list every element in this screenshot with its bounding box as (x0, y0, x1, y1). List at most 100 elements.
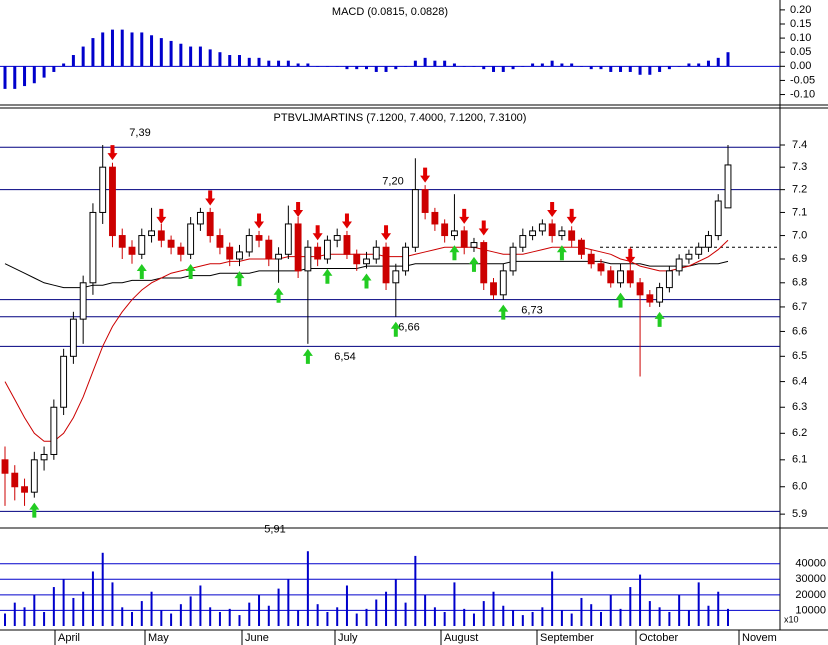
macd-bar (286, 60, 290, 67)
y-tick-label: 6.4 (792, 375, 807, 387)
buy-arrow (273, 287, 284, 303)
sell-arrow (156, 208, 167, 224)
buy-arrow (302, 348, 313, 364)
candle-body (148, 230, 155, 237)
macd-bar (687, 63, 691, 67)
candle-body (607, 270, 615, 284)
candle-body (167, 239, 175, 248)
volume-bar (287, 579, 290, 626)
y-tick-label: 10000 (795, 604, 826, 616)
volume-bar (62, 579, 65, 626)
volume-bar (385, 591, 388, 626)
macd-bar (501, 66, 505, 72)
level-label: 6,66 (398, 322, 419, 334)
x-tick-label: Novem (742, 632, 777, 644)
y-tick-label: 7.3 (792, 161, 807, 173)
macd-bar (198, 46, 202, 67)
volume-bar (697, 582, 700, 626)
macd-bar (296, 63, 300, 67)
sell-arrow (293, 201, 304, 217)
macd-bar (91, 38, 95, 67)
candle-body (187, 223, 195, 255)
macd-bar (638, 66, 642, 75)
y-tick-label: 20000 (795, 589, 826, 601)
candle-body (695, 246, 703, 255)
x-tick-label: September (540, 632, 594, 644)
volume-bar (541, 607, 544, 626)
y-tick-label: 6.0 (792, 481, 807, 493)
candle-body (646, 294, 654, 303)
volume-bar (316, 604, 319, 626)
volume-bar (345, 585, 348, 626)
macd-bar (277, 60, 281, 67)
volume-bar (209, 607, 212, 626)
sell-arrow (420, 167, 431, 183)
sell-arrow (547, 201, 558, 217)
candle-body (284, 223, 292, 255)
macd-bar (247, 57, 251, 67)
macd-bar (706, 60, 710, 67)
volume-bar (248, 602, 251, 626)
macd-bar (716, 57, 720, 67)
y-tick-label: 7.4 (792, 139, 807, 151)
macd-bar (110, 29, 114, 67)
level-label: 5,91 (264, 523, 285, 535)
y-tick-label: 6.3 (792, 401, 807, 413)
candle-body (109, 166, 116, 237)
candle-body (30, 459, 38, 493)
volume-bar (91, 571, 94, 626)
candle-body (451, 230, 458, 237)
macd-bar (355, 66, 359, 70)
macd-bar (384, 66, 388, 72)
candle-body (421, 189, 429, 213)
volume-bar (375, 599, 378, 626)
x-tick-label: July (338, 632, 358, 644)
macd-bar (521, 66, 525, 67)
volume-bar (668, 611, 671, 626)
volume-bar (267, 605, 270, 626)
volume-bar (72, 597, 75, 626)
candle-body (480, 242, 488, 284)
macd-bar (316, 66, 320, 67)
volume-bar (277, 588, 280, 626)
y-tick-label: 30000 (795, 573, 826, 585)
macd-bar (345, 66, 349, 70)
macd-bar (365, 66, 368, 70)
sell-arrow (566, 208, 577, 224)
y-tick-label: 6.8 (792, 277, 807, 289)
volume-bar (551, 571, 554, 626)
volume-bar (23, 607, 26, 626)
candle-body (353, 253, 361, 265)
candle-body (578, 239, 585, 255)
volume-bar (629, 587, 632, 626)
volume-bar (111, 582, 114, 626)
candle-body (470, 242, 478, 248)
candle-body (656, 287, 664, 303)
candle-body (11, 472, 19, 488)
volume-bar (472, 613, 475, 626)
candle-body (1, 459, 9, 474)
macd-bar (599, 66, 603, 70)
candle-body (294, 223, 302, 272)
macd-bar (697, 63, 701, 67)
volume-bar (199, 585, 202, 626)
y-tick-label: -0.10 (790, 88, 815, 100)
volume-bar (258, 594, 261, 626)
candle-body (50, 406, 58, 455)
volume-bar (512, 610, 515, 626)
buy-arrow (390, 321, 401, 337)
sell-arrow (107, 145, 118, 161)
buy-arrow (136, 264, 147, 280)
candle-body (363, 258, 370, 265)
macd-bar (404, 66, 408, 67)
candle-body (138, 235, 146, 255)
volume-bar (707, 605, 710, 626)
volume-bar (433, 607, 436, 626)
volume-bar (160, 610, 163, 626)
volume-bar (4, 613, 6, 626)
volume-bar (52, 587, 55, 626)
candle-body (402, 246, 410, 272)
volume-bar (13, 602, 16, 626)
candle-body (206, 211, 214, 237)
